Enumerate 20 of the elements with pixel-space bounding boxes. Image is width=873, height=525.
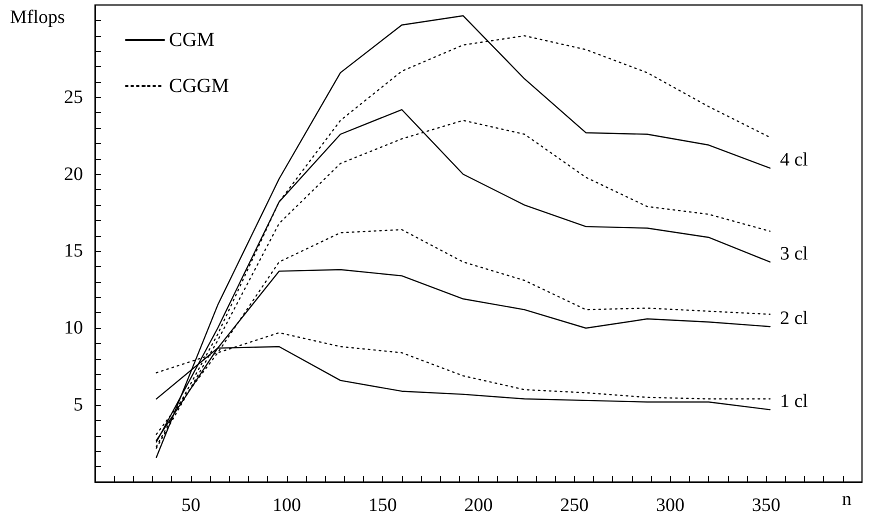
y-tick-label: 10 [64,318,83,339]
y-axis-title: Mflops [10,7,65,28]
x-axis-title: n [842,489,852,510]
y-tick-label: 20 [64,164,83,185]
x-tick-label: 100 [272,495,301,516]
annotation: 3 cl [780,243,808,264]
x-tick-label: 250 [560,495,589,516]
x-tick-label: 300 [656,495,684,516]
x-tick-label: 200 [464,495,493,516]
annotation: 1 cl [780,391,808,412]
x-tick-label: 350 [752,495,780,516]
annotation: 4 cl [780,150,808,171]
y-tick-label: 25 [64,86,83,108]
legend-label: CGGM [169,75,230,97]
x-tick-label: 50 [181,495,200,516]
x-tick-label: 150 [368,495,397,516]
y-tick-label: 5 [74,394,83,416]
annotation: 2 cl [780,308,808,330]
y-tick-label: 15 [64,240,83,262]
legend-label: CGM [169,29,215,51]
